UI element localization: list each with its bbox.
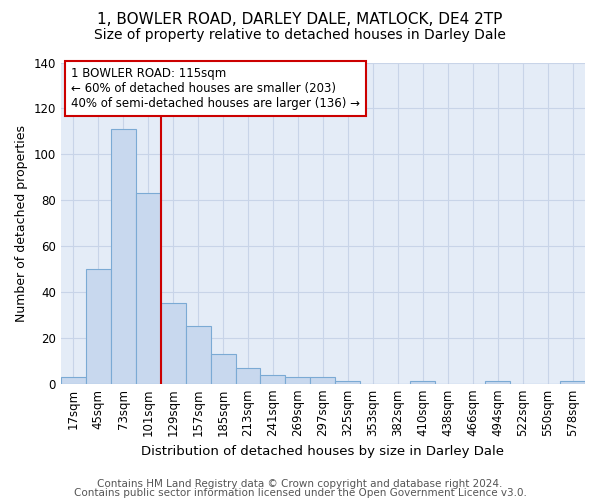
Text: 1 BOWLER ROAD: 115sqm
← 60% of detached houses are smaller (203)
40% of semi-det: 1 BOWLER ROAD: 115sqm ← 60% of detached … bbox=[71, 68, 360, 110]
Bar bbox=[260, 374, 286, 384]
Bar bbox=[236, 368, 260, 384]
Bar bbox=[335, 382, 361, 384]
Bar bbox=[410, 382, 435, 384]
Text: Contains public sector information licensed under the Open Government Licence v3: Contains public sector information licen… bbox=[74, 488, 526, 498]
Bar bbox=[185, 326, 211, 384]
Text: Contains HM Land Registry data © Crown copyright and database right 2024.: Contains HM Land Registry data © Crown c… bbox=[97, 479, 503, 489]
Bar bbox=[111, 129, 136, 384]
Bar bbox=[211, 354, 236, 384]
Y-axis label: Number of detached properties: Number of detached properties bbox=[15, 124, 28, 322]
Bar bbox=[560, 382, 585, 384]
Text: 1, BOWLER ROAD, DARLEY DALE, MATLOCK, DE4 2TP: 1, BOWLER ROAD, DARLEY DALE, MATLOCK, DE… bbox=[97, 12, 503, 28]
X-axis label: Distribution of detached houses by size in Darley Dale: Distribution of detached houses by size … bbox=[142, 444, 505, 458]
Bar bbox=[61, 377, 86, 384]
Bar bbox=[161, 304, 185, 384]
Bar bbox=[136, 194, 161, 384]
Bar bbox=[310, 377, 335, 384]
Bar bbox=[485, 382, 510, 384]
Bar bbox=[286, 377, 310, 384]
Bar bbox=[86, 269, 111, 384]
Text: Size of property relative to detached houses in Darley Dale: Size of property relative to detached ho… bbox=[94, 28, 506, 42]
